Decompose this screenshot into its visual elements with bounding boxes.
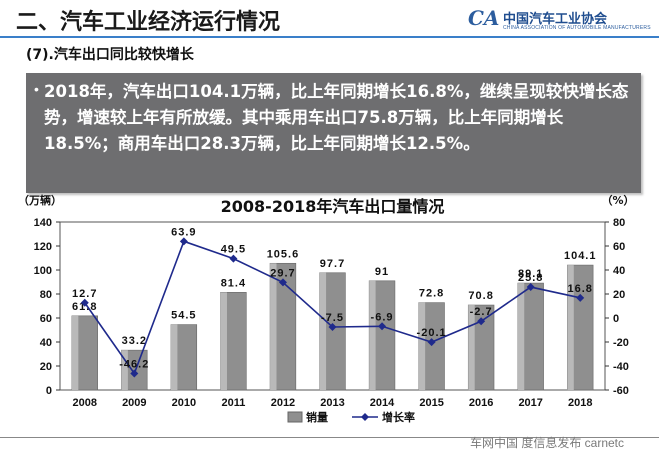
growth-point (427, 338, 436, 347)
y-right-tick-label: 40 (613, 265, 625, 277)
growth-value-label: -20.1 (417, 327, 447, 339)
export-chart: 2008-2018年汽车出口量情况 （万辆） （%） 0 20 40 60 80 100 120 1… (18, 193, 635, 424)
x-tick-label: 2008 (73, 397, 97, 409)
growth-value-label: -46.2 (119, 358, 149, 370)
y-left-tick-label: 120 (34, 241, 52, 253)
bar-highlight (220, 292, 227, 390)
bar-highlight (170, 324, 178, 390)
growth-point (130, 369, 139, 378)
y-left-tick-label: 140 (34, 217, 52, 229)
bar-highlight (369, 280, 376, 390)
y-left-tick-label: 100 (34, 265, 52, 277)
growth-value-label: 25.8 (518, 272, 543, 284)
chart-title: 2008-2018年汽车出口量情况 (221, 197, 445, 216)
x-tick-label: 2016 (469, 397, 493, 409)
bar-highlight (270, 263, 277, 390)
header-divider (0, 36, 659, 38)
y-left-tick-label: 40 (40, 337, 52, 349)
growth-value-label: -2.7 (470, 306, 493, 318)
bar-value-label: 54.5 (171, 310, 196, 322)
y-right-tick-label: -20 (613, 337, 629, 349)
growth-value-label: 29.7 (270, 267, 295, 279)
growth-point (576, 293, 585, 302)
x-tick-label: 2009 (122, 397, 146, 409)
page-header: 二、汽车工业经济运行情况 CA 中国汽车工业协会 CHINA ASSOCIATI… (0, 0, 659, 36)
bar-highlight (121, 350, 128, 390)
x-tick-label: 2018 (568, 397, 592, 409)
growth-point (328, 323, 337, 331)
bar-highlight (319, 272, 327, 390)
bar-highlight (517, 283, 525, 390)
x-tick-label: 2012 (271, 397, 295, 409)
legend-line-marker (361, 413, 369, 421)
growth-point (378, 322, 387, 331)
bar-value-label: 91 (375, 266, 389, 278)
bar-value-label: 89.1 (518, 268, 543, 280)
bar-value-label: 81.4 (221, 277, 246, 289)
x-tick-label: 2015 (419, 397, 443, 409)
bar-value-label: 97.7 (320, 258, 345, 270)
y-right-tick-label: -40 (613, 361, 629, 373)
y-right-tick-label: 20 (613, 289, 625, 301)
summary-box: • 2018年，汽车出口104.1万辆，比上年同期增长16.8%，继续呈现较快增… (26, 73, 641, 193)
y-right-tick-label: 80 (613, 217, 625, 229)
growth-point (526, 283, 535, 292)
bar-value-label: 70.8 (468, 290, 493, 302)
logo-name: 中国汽车工业协会 (503, 12, 608, 27)
logo-icon: CA (468, 6, 500, 30)
x-tick-label: 2013 (320, 397, 344, 409)
legend-bar-swatch (287, 411, 303, 423)
y-left-tick-label: 60 (40, 313, 52, 325)
y-left-tick-label: 80 (40, 289, 52, 301)
growth-value-label: 12.7 (72, 288, 97, 300)
y-right-tick-label: -60 (613, 385, 629, 397)
x-tick-label: 2010 (172, 397, 196, 409)
section-subtitle: (7).汽车出口同比较快增长 (26, 47, 194, 63)
legend-bar-label: 销量 (306, 410, 328, 424)
bar-highlight (567, 265, 574, 390)
bullet-icon: • (34, 81, 39, 97)
logo-subtitle: CHINA ASSOCIATION OF AUTOMOBILE MANUFACT… (503, 25, 651, 31)
growth-value-label: 49.5 (221, 244, 246, 256)
bar-value-label: 105.6 (267, 248, 300, 260)
y-left-tick-label: 0 (46, 385, 52, 397)
growth-point (229, 254, 238, 263)
growth-value-label: -6.9 (371, 311, 394, 323)
growth-value-label: 16.8 (568, 283, 593, 295)
growth-point (179, 237, 188, 246)
bar-value-label: 104.1 (564, 250, 597, 262)
growth-value-label: 63.9 (171, 226, 196, 238)
bar-highlight (418, 302, 426, 390)
footer-divider (0, 437, 659, 438)
x-tick-label: 2017 (518, 397, 542, 409)
y-right-tick-label: 0 (613, 313, 619, 325)
bar-highlight (468, 305, 475, 390)
y-right-tick-label: 60 (613, 241, 625, 253)
page-title: 二、汽车工业经济运行情况 (16, 10, 281, 35)
growth-value-label: -7.5 (321, 312, 344, 324)
legend-line-label: 增长率 (382, 410, 415, 424)
bar-value-label: 72.8 (419, 288, 444, 300)
growth-point (278, 278, 287, 287)
watermark: 车网中国 度信息发布 carnetc (470, 436, 625, 450)
y-left-tick-label: 20 (40, 361, 52, 373)
x-tick-label: 2014 (370, 397, 395, 409)
y-left-unit: （万辆） (18, 193, 62, 207)
summary-text: 2018年，汽车出口104.1万辆，比上年同期增长16.8%，继续呈现较快增长态… (44, 82, 629, 153)
x-tick-label: 2011 (221, 397, 245, 409)
y-right-unit: （%） (601, 194, 634, 207)
growth-point (477, 317, 486, 326)
growth-point (80, 298, 89, 307)
bar-highlight (71, 315, 79, 390)
bar-value-label: 33.2 (122, 335, 147, 347)
